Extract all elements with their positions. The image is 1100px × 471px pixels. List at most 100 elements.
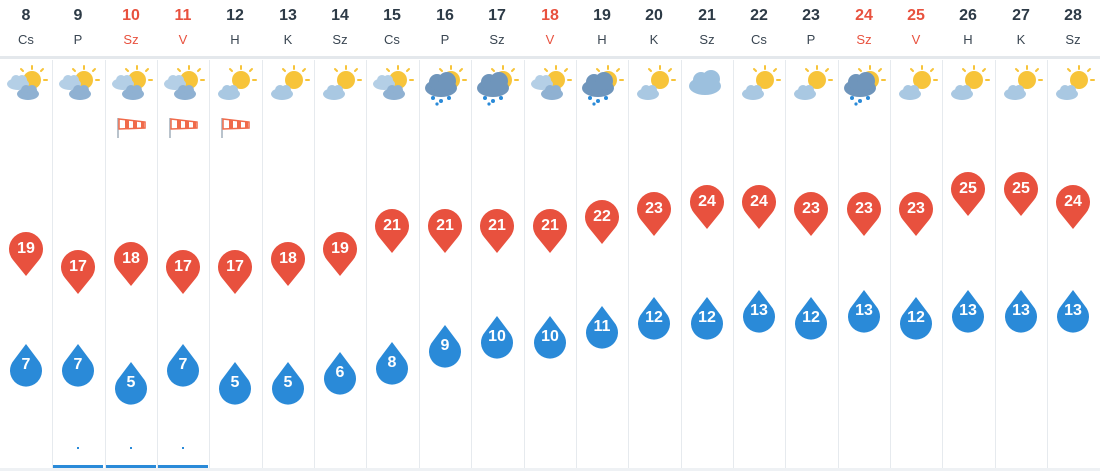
day-column[interactable]: 26 H 25 13	[942, 0, 994, 471]
day-column[interactable]: 23 P 23 12	[785, 0, 837, 471]
day-column[interactable]: 22 Cs 24 13	[733, 0, 785, 471]
precipitation-bar	[106, 465, 156, 469]
day-column[interactable]: 16 P 21 9	[419, 0, 471, 471]
day-name: Sz	[699, 32, 715, 47]
max-temp-marker: 21	[471, 207, 523, 257]
min-temp-value: 8	[387, 354, 397, 371]
day-column[interactable]: 9 P 17 7	[52, 0, 104, 471]
day-number: 9	[73, 7, 83, 24]
max-temp-value: 17	[226, 258, 244, 275]
day-column[interactable]: 13 K 18 5	[262, 0, 314, 471]
min-temp-marker: 12	[681, 295, 733, 345]
max-temp-marker: 23	[890, 190, 942, 240]
sun-small-cloud-icon	[1051, 64, 1095, 106]
min-temp-value: 12	[645, 309, 663, 326]
min-temp-marker: 7	[0, 342, 52, 392]
max-temp-marker: 25	[942, 170, 994, 220]
day-column[interactable]: 28 Sz 24 13	[1047, 0, 1099, 471]
day-number: 24	[855, 7, 873, 24]
min-temp-marker: 10	[471, 314, 523, 364]
day-number: 17	[488, 7, 506, 24]
day-column[interactable]: 12 H 17 5	[209, 0, 261, 471]
min-temp-value: 7	[73, 356, 83, 373]
precipitation-dot	[130, 447, 132, 449]
min-temp-value: 12	[698, 309, 716, 326]
day-name: Cs	[384, 32, 400, 47]
day-number: 10	[122, 7, 140, 24]
day-name: P	[73, 32, 83, 47]
day-name: H	[597, 32, 607, 47]
min-temp-value: 13	[750, 302, 768, 319]
day-column[interactable]: 18 V 21 10	[524, 0, 576, 471]
day-number: 18	[541, 7, 559, 24]
sun-small-cloud-icon	[999, 64, 1043, 106]
max-temp-marker: 17	[157, 248, 209, 298]
day-name: V	[545, 32, 555, 47]
day-column[interactable]: 20 K 23 12	[628, 0, 680, 471]
sun-cloud-icon	[109, 64, 153, 106]
day-number: 8	[21, 7, 31, 24]
day-column[interactable]: 19 H 22 11	[576, 0, 628, 471]
min-temp-value: 13	[1064, 302, 1082, 319]
min-temp-value: 5	[126, 374, 136, 391]
sun-small-cloud-icon	[894, 64, 938, 106]
day-number: 25	[907, 7, 925, 24]
sun-small-cloud-icon	[213, 64, 257, 106]
max-temp-marker: 23	[838, 190, 890, 240]
min-temp-marker: 5	[105, 360, 157, 410]
sun-cloud-icon	[161, 64, 205, 106]
max-temp-marker: 24	[733, 183, 785, 233]
day-name: K	[1016, 32, 1026, 47]
sun-cloud-icon	[4, 64, 48, 106]
day-column[interactable]: 21 Sz 24 12	[681, 0, 733, 471]
min-temp-marker: 7	[52, 342, 104, 392]
day-column[interactable]: 15 Cs 21 8	[366, 0, 418, 471]
min-temp-value: 13	[1012, 302, 1030, 319]
day-number: 19	[593, 7, 611, 24]
min-temp-value: 5	[230, 374, 240, 391]
max-temp-marker: 19	[314, 230, 366, 280]
sun-cloud-icon	[56, 64, 100, 106]
day-column[interactable]: 27 K 25 13	[995, 0, 1047, 471]
max-temp-marker: 18	[262, 240, 314, 290]
min-temp-value: 10	[488, 328, 506, 345]
max-temp-marker: 17	[209, 248, 261, 298]
max-temp-value: 24	[1064, 193, 1082, 210]
day-header	[0, 0, 1100, 57]
day-column[interactable]: 14 Sz 19 6	[314, 0, 366, 471]
min-temp-value: 7	[21, 356, 31, 373]
day-number: 16	[436, 7, 454, 24]
max-temp-value: 23	[907, 200, 925, 217]
header-divider	[0, 56, 1100, 59]
min-temp-marker: 13	[838, 288, 890, 338]
min-temp-value: 9	[440, 337, 450, 354]
min-temp-marker: 9	[419, 323, 471, 373]
day-number: 12	[226, 7, 244, 24]
day-column[interactable]: 11 V 17 7	[157, 0, 209, 471]
max-temp-value: 24	[750, 193, 768, 210]
min-temp-value: 11	[593, 318, 611, 335]
day-name: V	[911, 32, 921, 47]
rain-cloud-icon	[423, 64, 467, 106]
max-temp-value: 22	[593, 208, 611, 225]
day-column[interactable]: 10 Sz 18 5	[105, 0, 157, 471]
day-number: 22	[750, 7, 768, 24]
min-temp-value: 10	[541, 328, 559, 345]
max-temp-marker: 19	[0, 230, 52, 280]
day-name: V	[178, 32, 188, 47]
max-temp-value: 17	[69, 258, 87, 275]
precipitation-dot	[182, 447, 184, 449]
min-temp-marker: 7	[157, 342, 209, 392]
min-temp-marker: 5	[209, 360, 261, 410]
max-temp-value: 23	[855, 200, 873, 217]
day-column[interactable]: 8 Cs 19 7	[0, 0, 52, 471]
day-column[interactable]: 24 Sz 23 13	[838, 0, 890, 471]
day-column[interactable]: 25 V 23 12	[890, 0, 942, 471]
max-temp-value: 18	[122, 250, 140, 267]
min-temp-marker: 13	[1047, 288, 1099, 338]
min-temp-value: 13	[959, 302, 977, 319]
precipitation-bar	[158, 465, 208, 469]
day-number: 28	[1064, 7, 1082, 24]
day-name: Cs	[18, 32, 34, 47]
day-column[interactable]: 17 Sz 21 10	[471, 0, 523, 471]
